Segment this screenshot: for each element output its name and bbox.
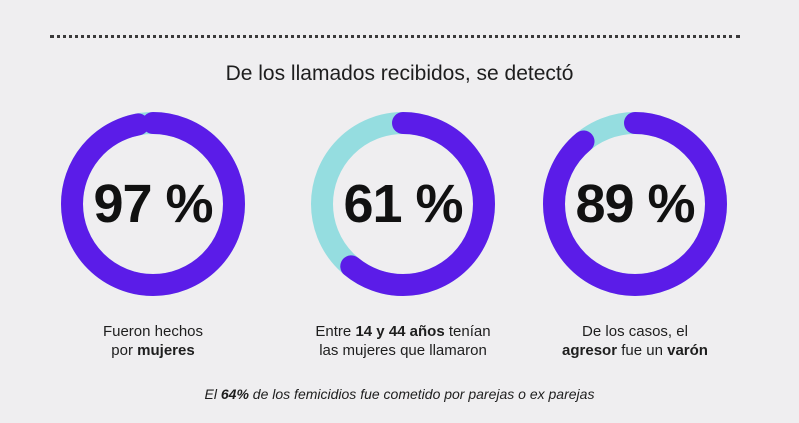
stat-value: 89 % (575, 174, 695, 234)
stat-value: 61 % (343, 174, 463, 234)
caption-text: Entre (315, 323, 356, 340)
footnote-emphasis: 64% (220, 386, 249, 402)
stat-ring-3: 89 % (540, 109, 730, 299)
caption-line: por mujeres (33, 341, 273, 360)
caption-line: De los casos, el (582, 323, 688, 340)
caption-line: Fueron hechos (102, 323, 204, 340)
donut-ring-1 (61, 112, 245, 296)
donut-ring-3 (543, 112, 727, 296)
caption-line: agresor fue un varón (515, 341, 755, 360)
stat-ring-2: 61 % (308, 109, 498, 299)
caption-text: fue un (617, 342, 668, 359)
dotted-divider (50, 35, 740, 38)
stat-caption-3: De los casos, el agresor fue un varón (515, 322, 755, 360)
caption-emphasis: mujeres (137, 342, 195, 359)
stat-ring-1: 97 % (58, 109, 248, 299)
ring-progress (543, 112, 727, 296)
caption-emphasis: 14 y 44 años (355, 323, 445, 340)
donut-ring-2 (311, 112, 495, 296)
footnote-text: de los femicidios fue cometido por parej… (248, 386, 595, 402)
stat-caption-1: Fueron hechos por mujeres (33, 322, 273, 360)
caption-line: las mujeres que llamaron (319, 342, 487, 359)
ring-progress (61, 112, 245, 296)
footnote: El 64% de los femicidios fue cometido po… (0, 386, 799, 402)
caption-emphasis: varón (667, 342, 708, 359)
caption-line: Entre 14 y 44 años tenían (283, 322, 523, 341)
caption-emphasis: agresor (562, 342, 618, 359)
caption-text: por (111, 342, 138, 359)
footnote-text: El (204, 386, 221, 402)
stat-value: 97 % (93, 174, 213, 234)
ring-progress (311, 112, 495, 296)
caption-text: tenían (444, 323, 491, 340)
stat-caption-2: Entre 14 y 44 años tenían las mujeres qu… (283, 322, 523, 360)
headline: De los llamados recibidos, se detectó (225, 62, 574, 85)
